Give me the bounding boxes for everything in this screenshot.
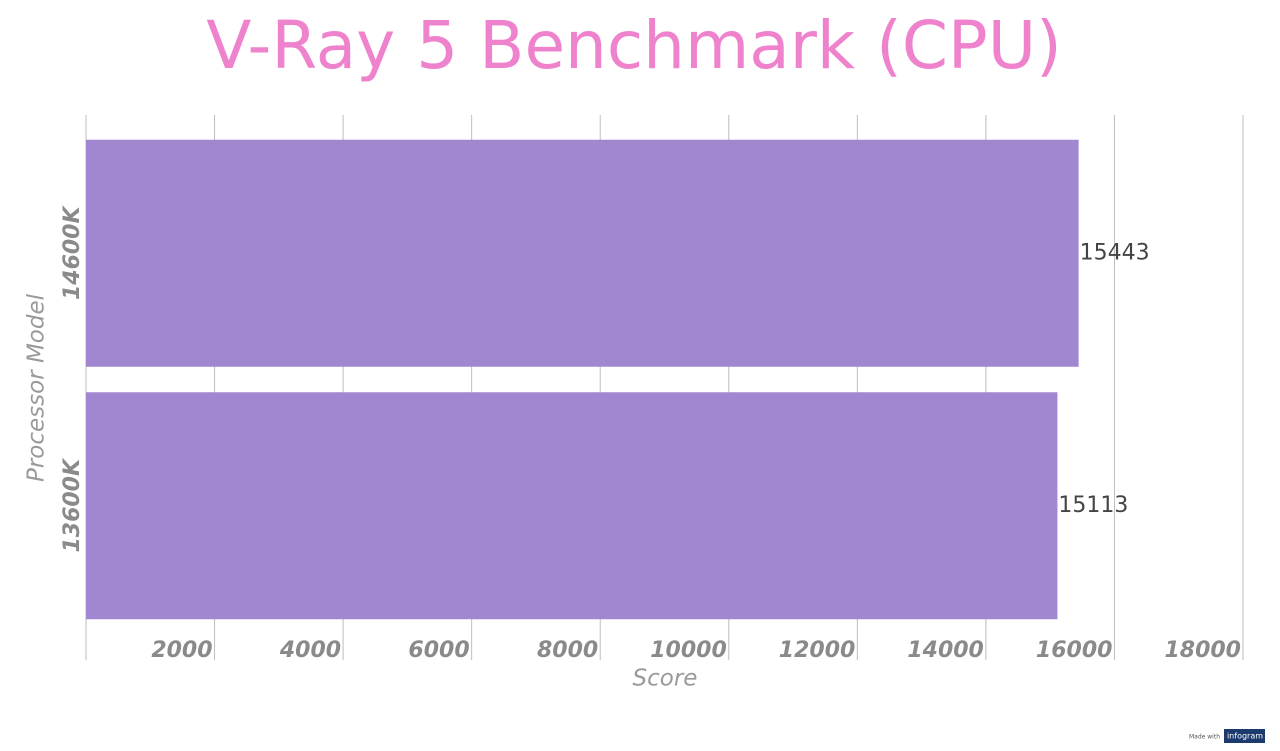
bar — [86, 139, 1079, 367]
chart-title: V-Ray 5 Benchmark (CPU) — [206, 7, 1062, 84]
x-tick-label: 14000 — [907, 638, 984, 663]
x-tick-label: 10000 — [650, 638, 727, 663]
value-label: 15113 — [1058, 493, 1128, 518]
x-tick-label: 12000 — [779, 638, 856, 663]
credit-badge — [1224, 729, 1265, 743]
y-tick-label: 14600K — [60, 205, 85, 301]
x-tick-label: 16000 — [1036, 638, 1113, 663]
x-tick-label: 8000 — [537, 638, 598, 663]
bar — [86, 392, 1058, 620]
y-axis-title: Processor Model — [24, 293, 50, 482]
x-tick-label: 2000 — [151, 638, 212, 663]
value-label: 15443 — [1080, 240, 1150, 265]
x-tick-label: 6000 — [408, 638, 469, 663]
x-axis-title: Score — [633, 666, 698, 692]
x-tick-label: 18000 — [1164, 638, 1241, 663]
credit[interactable]: infogram — [1227, 732, 1263, 741]
x-tick-label: 4000 — [279, 638, 341, 663]
y-tick-label: 13600K — [60, 457, 85, 553]
credit-prefix: Made with — [1189, 734, 1220, 741]
